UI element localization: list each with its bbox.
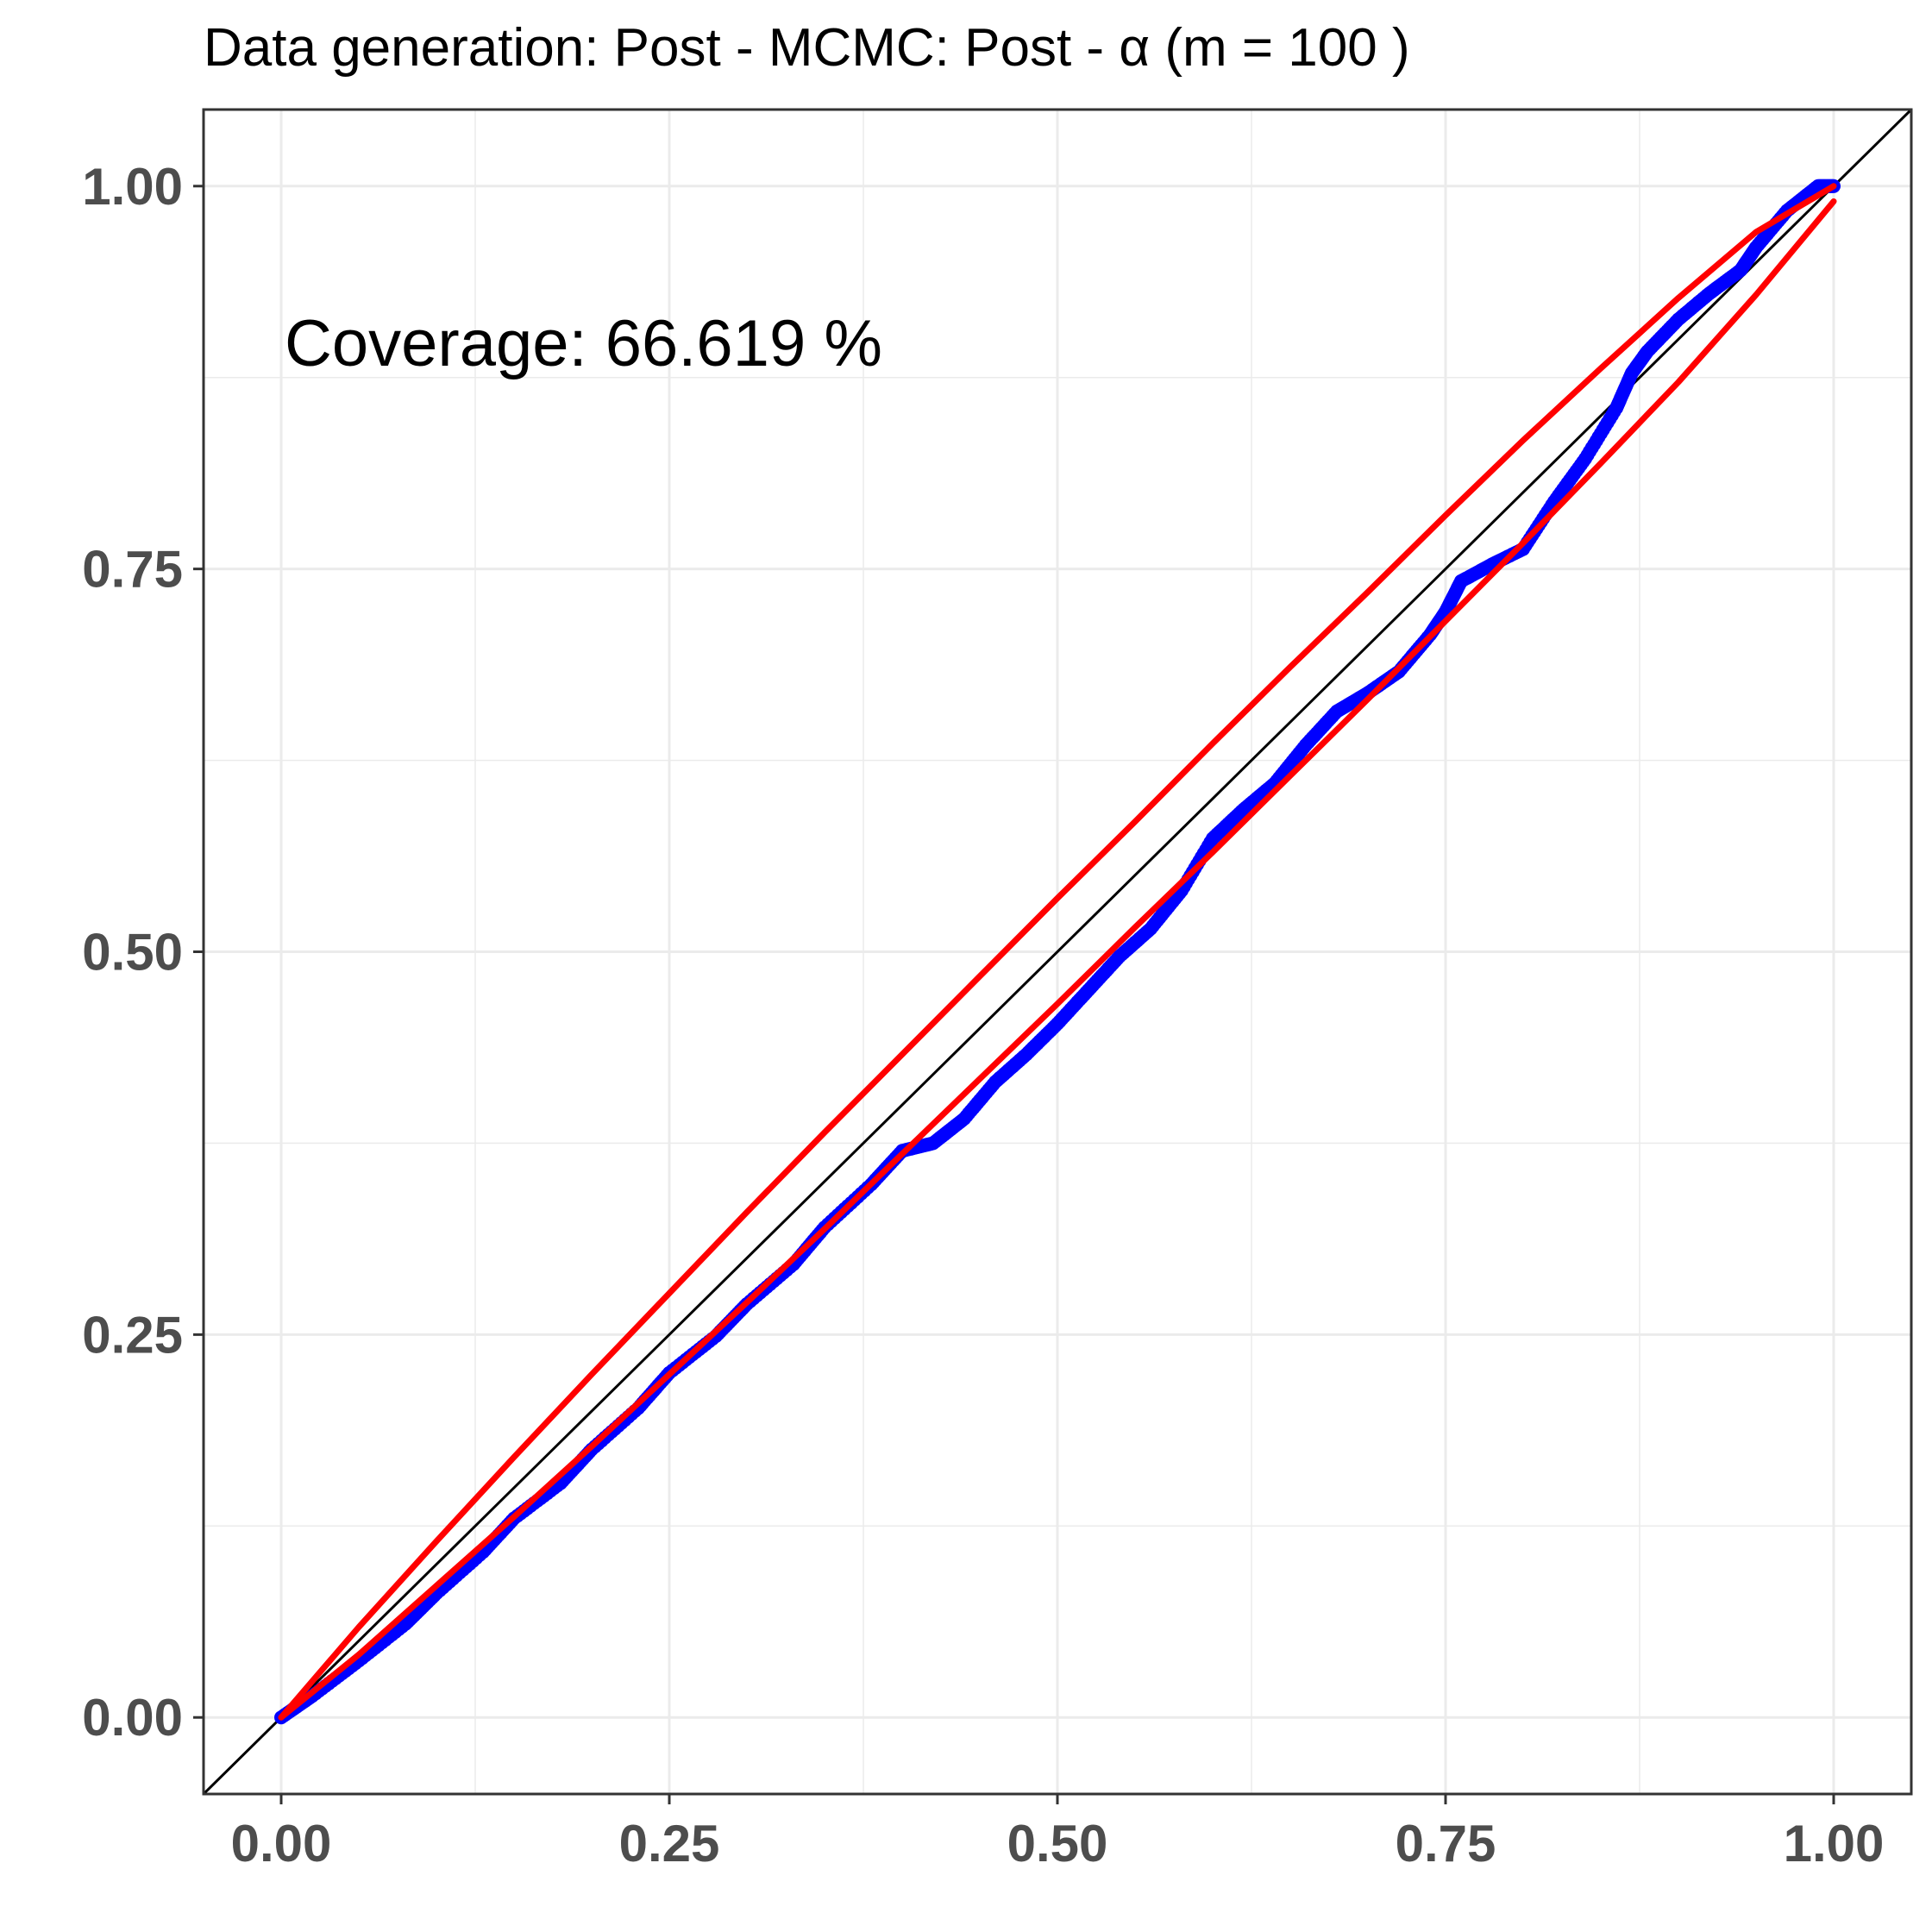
coverage-annotation: Coverage: 66.619 % (285, 307, 882, 380)
y-tick-label: 0.50 (82, 924, 183, 982)
chart-title: Data generation: Post - MCMC: Post - α (… (204, 18, 1410, 78)
y-tick-label: 0.00 (82, 1689, 183, 1747)
y-tick-label: 1.00 (82, 158, 183, 216)
y-tick-label: 0.25 (82, 1306, 183, 1364)
x-tick-label: 0.25 (619, 1815, 720, 1872)
y-axis: 0.00 0.25 0.50 0.75 1.00 (82, 158, 204, 1747)
band-upper-line (278, 183, 1837, 1721)
x-tick-label: 1.00 (1784, 1815, 1885, 1872)
x-axis: 0.00 0.25 0.50 0.75 1.00 (231, 1794, 1885, 1872)
x-tick-label: 0.00 (231, 1815, 332, 1872)
y-tick-label: 0.75 (82, 541, 183, 599)
x-tick-label: 0.75 (1396, 1815, 1496, 1872)
x-tick-label: 0.50 (1007, 1815, 1108, 1872)
band-lower-line (278, 198, 1837, 1721)
